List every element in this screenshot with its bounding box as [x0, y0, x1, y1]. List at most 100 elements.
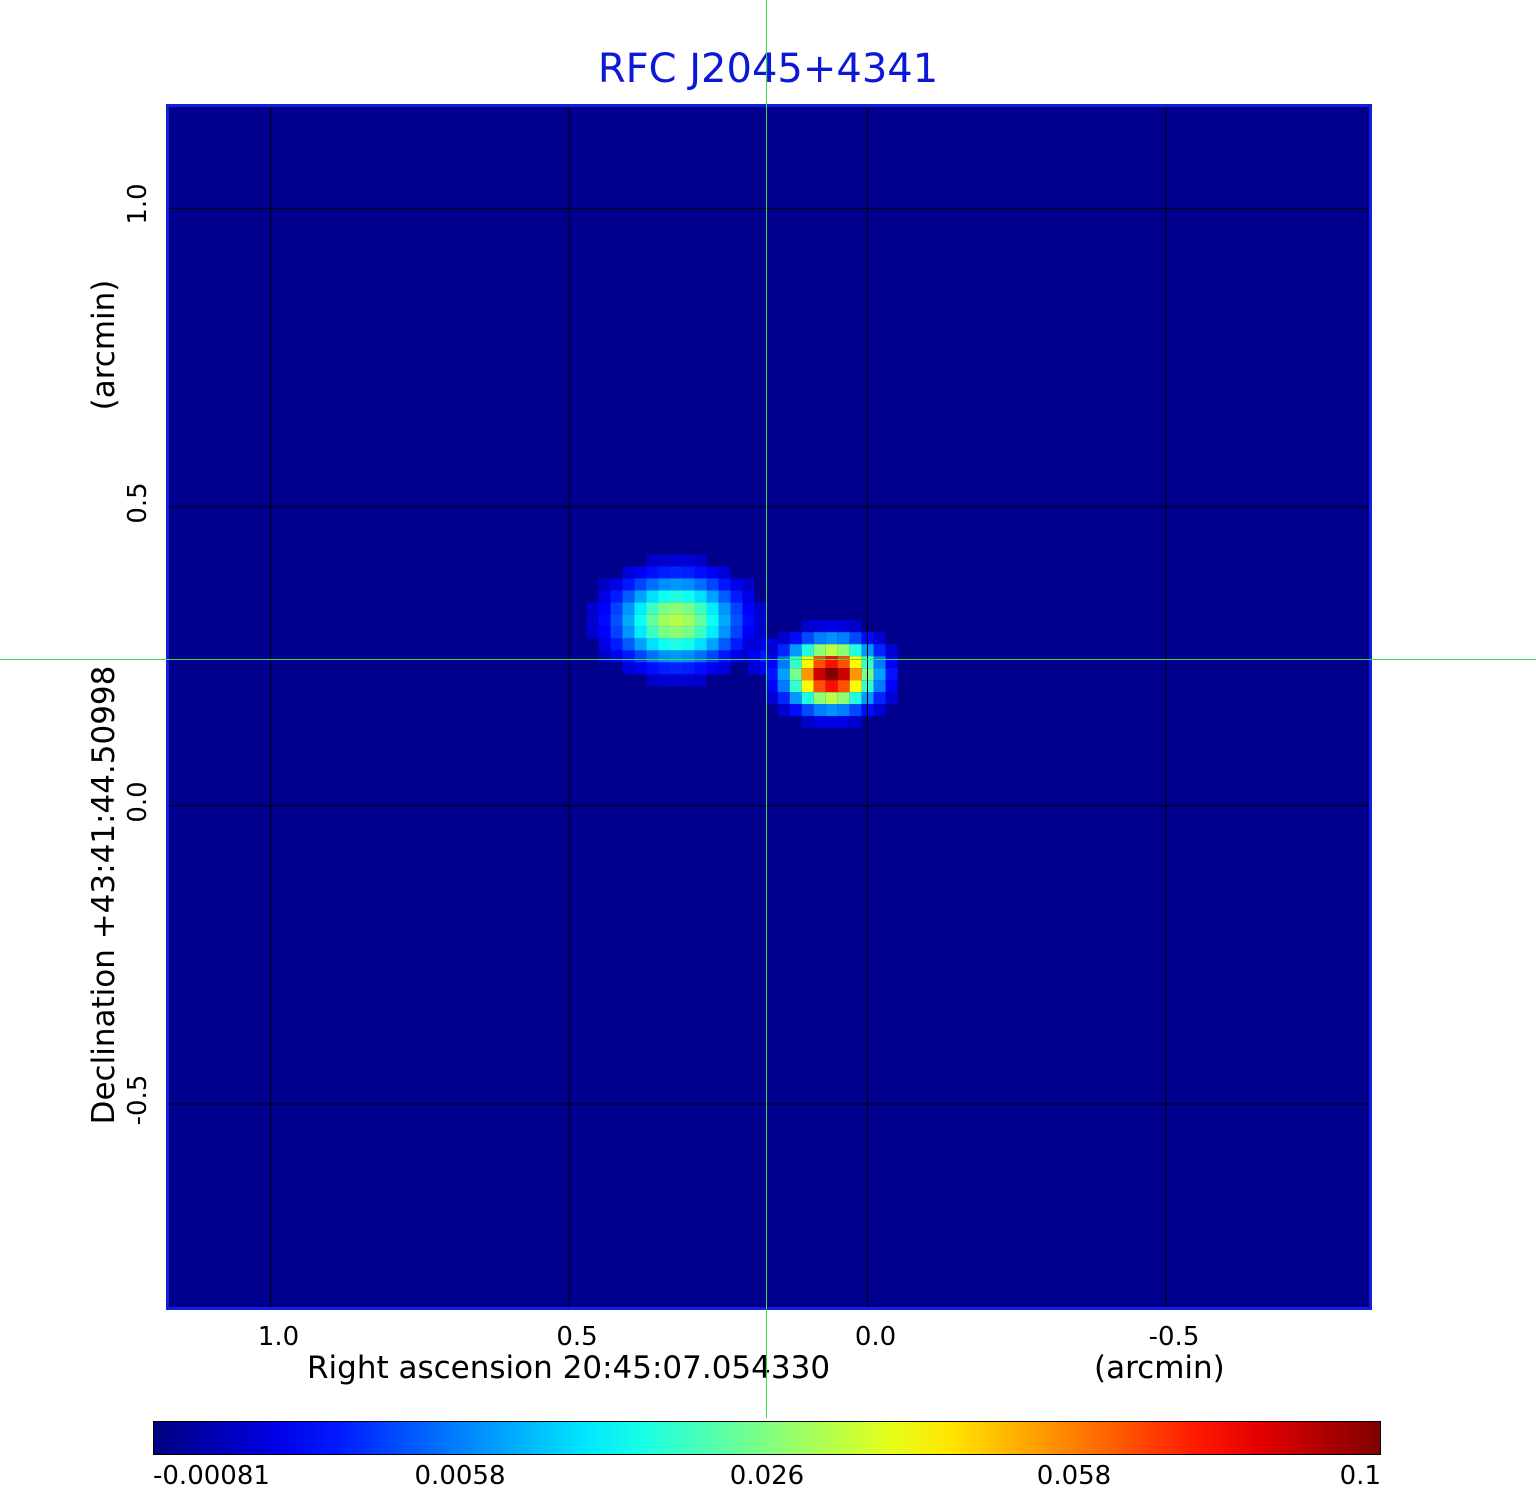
x-tick-label: 1.0 [257, 1322, 300, 1352]
heatmap-cell [837, 656, 850, 669]
y-tick-label: 0.0 [123, 780, 153, 823]
heatmap-cell [646, 638, 659, 651]
colorbar [153, 1421, 1381, 1455]
heatmap-cell [789, 632, 802, 645]
heatmap-cell [813, 644, 826, 657]
heatmap-cell [634, 650, 647, 663]
image-frame [166, 104, 1372, 1310]
heatmap-cell [646, 614, 659, 627]
x-tick-label: -0.5 [1148, 1322, 1200, 1352]
heatmap-cell [622, 638, 635, 651]
heatmap-cell [634, 614, 647, 627]
heatmap-cell [801, 668, 814, 681]
heatmap-cell [813, 620, 826, 633]
heatmap-cell [634, 626, 647, 639]
heatmap-cell [718, 590, 731, 603]
heatmap-cell [825, 620, 838, 633]
heatmap-cell [849, 692, 862, 705]
heatmap-cell [634, 566, 647, 579]
heatmap-cell [646, 674, 659, 687]
heatmap-cell [598, 626, 611, 639]
heatmap-cell [610, 578, 623, 591]
heatmap-cell [646, 602, 659, 615]
heatmap-cell [670, 614, 683, 627]
heatmap-cell [694, 638, 707, 651]
heatmap-cell [849, 644, 862, 657]
heatmap-cell [670, 638, 683, 651]
heatmap-cell [634, 662, 647, 675]
heatmap-cell [837, 668, 850, 681]
heatmap-cell [634, 638, 647, 651]
heatmap-cell [658, 674, 671, 687]
heatmap-cell [789, 644, 802, 657]
x-axis-label: Right ascension 20:45:07.054330 [307, 1350, 831, 1386]
heatmap-cell [813, 656, 826, 669]
heatmap-cell [682, 590, 695, 603]
heatmap-cell [718, 602, 731, 615]
chart-title: RFC J2045+4341 [597, 46, 939, 92]
heatmap-cell [682, 662, 695, 675]
heatmap-cell [706, 578, 719, 591]
heatmap-cell [646, 650, 659, 663]
heatmap-cell [825, 692, 838, 705]
heatmap-cell [742, 626, 755, 639]
heatmap-cell [742, 590, 755, 603]
heatmap-cell [849, 704, 862, 717]
heatmap-cell [706, 650, 719, 663]
y-axis-label: Declination +43:41:44.50998 [86, 665, 122, 1125]
heatmap-cell [873, 680, 886, 693]
crosshair-vertical [766, 0, 767, 1418]
heatmap-cell [730, 614, 743, 627]
heatmap-cell [694, 566, 707, 579]
heatmap-cell [765, 692, 778, 705]
colorbar-tick-label: 0.1 [1339, 1461, 1381, 1491]
heatmap-cell [748, 638, 760, 651]
heatmap-cell [885, 668, 898, 681]
heatmap-cell [646, 554, 659, 567]
heatmap-cell [646, 590, 659, 603]
heatmap-cell [813, 716, 826, 729]
heatmap-cell [849, 716, 862, 729]
heatmap-cell [622, 662, 635, 675]
heatmap-plot [169, 107, 1369, 1307]
heatmap-cell [598, 578, 611, 591]
x-tick-label: 0.0 [854, 1322, 897, 1352]
heatmap-cell [718, 662, 731, 675]
y-tick-label: -0.5 [123, 1074, 153, 1126]
heatmap-cell [837, 632, 850, 645]
heatmap-cell [706, 638, 719, 651]
heatmap-cell [754, 626, 767, 639]
heatmap-cell [873, 692, 886, 705]
heatmap-cell [765, 656, 778, 669]
heatmap-cell [813, 704, 826, 717]
heatmap-cell [622, 602, 635, 615]
heatmap-cell [825, 668, 838, 681]
heatmap-cell [694, 626, 707, 639]
heatmap-cell [670, 566, 683, 579]
heatmap-cell [837, 692, 850, 705]
heatmap-cell [825, 716, 838, 729]
heatmap-cell [670, 554, 683, 567]
heatmap-cell [610, 590, 623, 603]
heatmap-cell [706, 614, 719, 627]
heatmap-cell [801, 716, 814, 729]
heatmap-cell [694, 614, 707, 627]
heatmap-cell [777, 680, 790, 693]
heatmap-cell [610, 650, 623, 663]
heatmap-cell [777, 656, 790, 669]
heatmap-cell [622, 650, 635, 663]
heatmap-cell [885, 692, 898, 705]
heatmap-cell [670, 578, 683, 591]
heatmap-cell [777, 704, 790, 717]
heatmap-cell [622, 566, 635, 579]
heatmap-cell [837, 644, 850, 657]
heatmap-cell [825, 656, 838, 669]
heatmap-cell [682, 638, 695, 651]
heatmap-cell [801, 656, 814, 669]
heatmap-cell [885, 680, 898, 693]
heatmap-cell [694, 674, 707, 687]
heatmap-cell [742, 602, 755, 615]
heatmap-cell [825, 632, 838, 645]
heatmap-cell [598, 614, 611, 627]
heatmap-cell [658, 614, 671, 627]
